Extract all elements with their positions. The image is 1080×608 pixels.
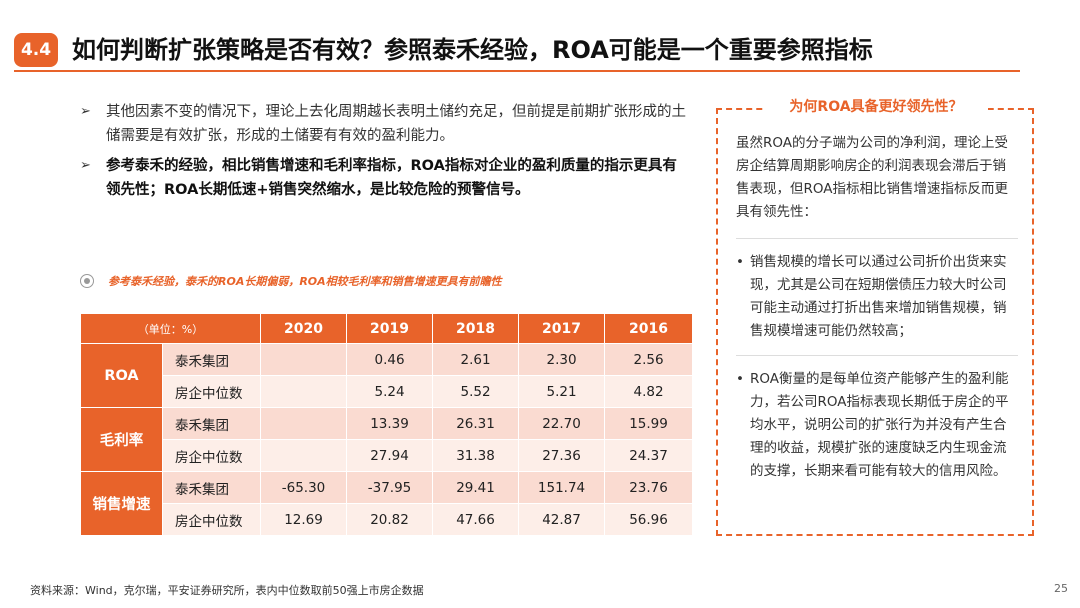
table-cell: 4.82 (604, 375, 694, 408)
table-cell: 2.30 (518, 343, 606, 376)
table-header-row: （单位：%） 2020 2019 2018 2017 2016 (79, 313, 694, 344)
table-cell: 5.52 (432, 375, 520, 408)
table-row: 房企中位数 27.94 31.38 27.36 24.37 (81, 439, 694, 472)
sidebar-divider (736, 355, 1018, 356)
table-cell: 5.21 (518, 375, 606, 408)
sidebar-point: • ROA衡量的是每单位资产能够产生的盈利能力，若公司ROA指标表现长期低于房企… (736, 368, 1018, 483)
sidebar-intro: 虽然ROA的分子端为公司的净利润，理论上受房企结算周期影响房企的利润表现会滞后于… (736, 135, 1009, 220)
table-cell: 0.46 (346, 343, 434, 376)
table-cell: -65.30 (260, 471, 348, 504)
table-cell: 151.74 (518, 471, 606, 504)
table-cell: 27.94 (346, 439, 434, 472)
table-cell: 42.87 (518, 503, 606, 536)
table-row: 毛利率 泰禾集团 13.39 26.31 22.70 15.99 (80, 407, 694, 472)
source-note: 资料来源：Wind，克尔瑞，平安证券研究所，表内中位数取前50强上市房企数据 (30, 584, 424, 597)
table-cell (260, 439, 348, 472)
section-number-badge: 4.4 (14, 33, 58, 67)
year-header: 2020 (260, 313, 348, 344)
year-header: 2019 (346, 313, 434, 344)
arrow-bullet-icon: ➢ (80, 104, 91, 119)
radio-marker-icon (80, 274, 94, 288)
group-label: 销售增速 (80, 471, 163, 536)
year-header: 2016 (604, 313, 694, 344)
table-cell: 13.39 (346, 407, 434, 440)
data-table: （单位：%） 2020 2019 2018 2017 2016 ROA 泰禾集团… (79, 313, 694, 536)
sidebar-divider (736, 238, 1018, 239)
table-row: 房企中位数 12.69 20.82 47.66 42.87 56.96 (81, 503, 694, 536)
table-cell (260, 407, 348, 440)
row-label: 泰禾集团 (161, 343, 262, 376)
table-cell: 23.76 (604, 471, 694, 504)
table-cell: 2.56 (604, 343, 694, 376)
table-cell: 26.31 (432, 407, 520, 440)
bullet-dot-icon: • (736, 254, 744, 270)
page-title: 如何判断扩张策略是否有效？参照泰禾经验，ROA可能是一个重要参照指标 (72, 36, 873, 64)
table-cell: 56.96 (604, 503, 694, 536)
row-label: 房企中位数 (161, 503, 262, 536)
table-cell: 24.37 (604, 439, 694, 472)
bullet-text: 参考泰禾的经验，相比销售增速和毛利率指标，ROA指标对企业的盈利质量的指示更具有… (106, 158, 677, 198)
table-cell (260, 343, 348, 376)
table-cell: 31.38 (432, 439, 520, 472)
table-row: 销售增速 泰禾集团 -65.30 -37.95 29.41 151.74 23.… (80, 471, 694, 536)
table-cell: 47.66 (432, 503, 520, 536)
table-cell: 5.24 (346, 375, 434, 408)
table-caption-text: 参考泰禾经验，泰禾的ROA长期偏弱，ROA相较毛利率和销售增速更具有前瞻性 (108, 275, 502, 288)
table-row: ROA 泰禾集团 0.46 2.61 2.30 2.56 (80, 343, 694, 408)
row-label: 房企中位数 (161, 439, 262, 472)
group-label: 毛利率 (80, 407, 163, 472)
table-cell: -37.95 (346, 471, 434, 504)
table-cell (260, 375, 348, 408)
table-cell: 22.70 (518, 407, 606, 440)
sidebar-point-text: 销售规模的增长可以通过公司折价出货来实现，尤其是公司在短期偿债压力较大时公司可能… (750, 254, 1007, 339)
table-cell: 2.61 (432, 343, 520, 376)
group-label: ROA (80, 343, 163, 408)
table-cell: 27.36 (518, 439, 606, 472)
sidebar-title: 为何ROA具备更好领先性？ (764, 96, 988, 118)
sidebar-point-text: ROA衡量的是每单位资产能够产生的盈利能力，若公司ROA指标表现长期低于房企的平… (750, 371, 1009, 479)
year-header: 2018 (432, 313, 520, 344)
table-cell: 20.82 (346, 503, 434, 536)
table-cell: 15.99 (604, 407, 694, 440)
page-number: 25 (1054, 582, 1068, 595)
sidebar-body: 虽然ROA的分子端为公司的净利润，理论上受房企结算周期影响房企的利润表现会滞后于… (736, 132, 1018, 495)
sidebar-point: • 销售规模的增长可以通过公司折价出货来实现，尤其是公司在短期偿债压力较大时公司… (736, 251, 1018, 343)
bullet-dot-icon: • (736, 371, 744, 387)
unit-label: （单位：%） (79, 313, 262, 344)
bullet-text: 其他因素不变的情况下，理论上去化周期越长表明土储约充足，但前提是前期扩张形成的土… (106, 104, 686, 144)
table-cell: 12.69 (260, 503, 348, 536)
bullet-list: ➢ 其他因素不变的情况下，理论上去化周期越长表明土储约充足，但前提是前期扩张形成… (80, 100, 690, 208)
table-caption: 参考泰禾经验，泰禾的ROA长期偏弱，ROA相较毛利率和销售增速更具有前瞻性 (80, 271, 700, 291)
row-label: 泰禾集团 (161, 471, 262, 504)
table-row: 房企中位数 5.24 5.52 5.21 4.82 (81, 375, 694, 408)
arrow-bullet-icon: ➢ (80, 158, 91, 173)
title-divider (14, 70, 1020, 72)
year-header: 2017 (518, 313, 606, 344)
row-label: 泰禾集团 (161, 407, 262, 440)
table-cell: 29.41 (432, 471, 520, 504)
bullet-item: ➢ 其他因素不变的情况下，理论上去化周期越长表明土储约充足，但前提是前期扩张形成… (80, 100, 690, 148)
bullet-item: ➢ 参考泰禾的经验，相比销售增速和毛利率指标，ROA指标对企业的盈利质量的指示更… (80, 154, 690, 202)
row-label: 房企中位数 (161, 375, 262, 408)
